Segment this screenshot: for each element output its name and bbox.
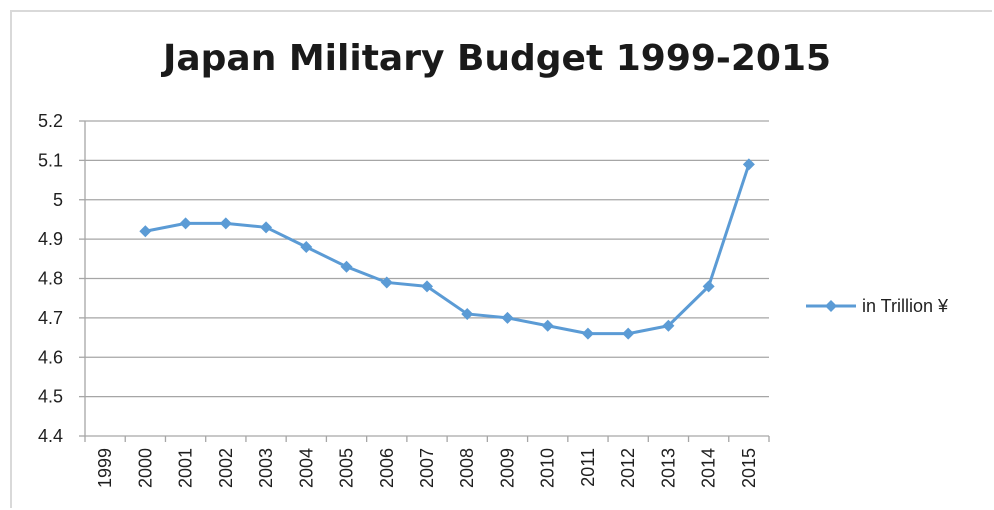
y-axis-tick-labels: 4.4 4.5 4.6 4.7 4.8 4.9 5 5.1 5.2 — [38, 111, 63, 446]
x-tick-label: 2011 — [578, 448, 598, 487]
y-tick-label: 4.7 — [38, 308, 63, 328]
x-tick-label: 2015 — [739, 448, 759, 488]
data-point-2014 — [702, 280, 715, 293]
y-tick-label: 5.1 — [38, 150, 63, 170]
chart-frame — [10, 10, 992, 508]
data-point-2002 — [219, 217, 232, 230]
data-point-2000 — [139, 225, 152, 238]
x-tick-label: 2007 — [417, 448, 437, 488]
data-point-2015 — [742, 158, 755, 171]
y-tick-label: 4.5 — [38, 387, 63, 407]
series-line — [145, 163, 751, 336]
data-point-2012 — [622, 327, 635, 340]
x-tick-label: 2000 — [135, 448, 155, 488]
x-tick-label: 2010 — [538, 448, 558, 488]
x-tick-label: 2009 — [497, 448, 517, 488]
x-tick-label: 2005 — [337, 448, 357, 488]
legend-label: in Trillion ¥ — [862, 296, 949, 316]
x-tick-label: 2004 — [296, 448, 316, 488]
y-tick-label: 4.9 — [38, 229, 63, 249]
data-point-2003 — [260, 221, 273, 234]
x-tick-label: 2008 — [457, 448, 477, 488]
x-tick-label: 2013 — [658, 448, 678, 488]
legend: in Trillion ¥ — [806, 296, 949, 316]
data-point-2011 — [581, 327, 594, 340]
y-tick-label: 4.4 — [38, 426, 63, 446]
x-axis-tick-labels: 1999 2000 2001 2002 2003 2004 2005 2006 2007 2008… — [95, 448, 759, 488]
data-point-2007 — [421, 280, 433, 293]
y-tick-label: 4.8 — [38, 269, 63, 289]
data-point-2013 — [662, 319, 675, 332]
x-tick-label: 2014 — [699, 448, 719, 488]
data-point-2009 — [501, 311, 514, 324]
x-tick-label: 2012 — [618, 448, 638, 488]
x-tick-label: 1999 — [95, 448, 115, 488]
gridlines — [85, 120, 769, 398]
y-tick-label: 5 — [53, 190, 63, 210]
x-tick-label: 2001 — [176, 448, 196, 488]
data-point-2001 — [179, 217, 192, 230]
y-tick-label: 5.2 — [38, 111, 63, 131]
data-point-2008 — [461, 307, 474, 320]
series-layer — [139, 158, 755, 340]
data-point-2006 — [380, 276, 393, 289]
legend-marker — [825, 300, 837, 312]
x-tick-label: 2006 — [377, 448, 397, 488]
x-tick-label: 2003 — [256, 448, 276, 488]
data-point-2005 — [340, 260, 353, 273]
chart-title: Japan Military Budget 1999-2015 — [162, 38, 832, 79]
data-point-2004 — [300, 241, 313, 253]
x-tick-label: 2002 — [216, 448, 236, 488]
axes — [79, 120, 770, 442]
y-tick-label: 4.6 — [38, 347, 63, 367]
data-point-2010 — [541, 319, 554, 332]
